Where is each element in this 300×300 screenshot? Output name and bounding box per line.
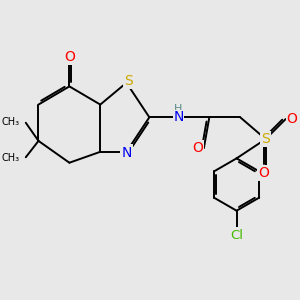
Text: CH₃: CH₃ (2, 153, 20, 163)
Text: S: S (124, 74, 133, 88)
Text: N: N (121, 146, 132, 160)
Text: H: H (174, 104, 183, 114)
Text: Cl: Cl (230, 229, 243, 242)
Text: S: S (261, 132, 270, 146)
Text: O: O (64, 50, 75, 64)
Text: CH₃: CH₃ (2, 117, 20, 127)
Text: O: O (192, 141, 203, 155)
Text: O: O (287, 112, 298, 126)
Text: N: N (173, 110, 184, 124)
Text: O: O (258, 166, 269, 180)
